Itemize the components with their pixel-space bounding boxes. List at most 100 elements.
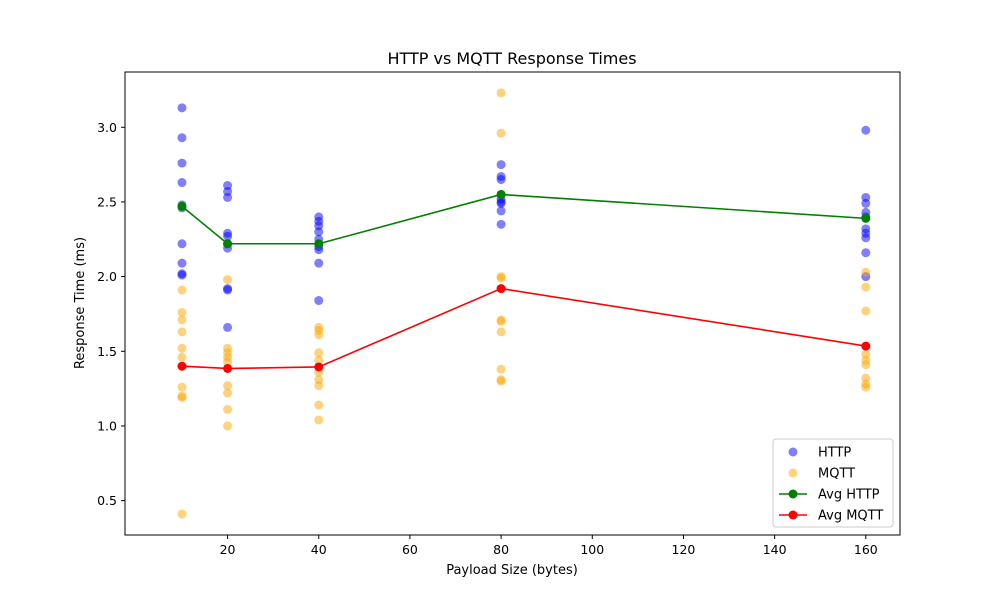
mqtt-point-47 — [861, 382, 871, 392]
x-tick-label-160: 160 — [854, 542, 878, 557]
avg-http-marker-2 — [314, 239, 324, 249]
avg-http-marker-0 — [177, 201, 187, 211]
http-point-29 — [496, 160, 506, 170]
mqtt-point-34 — [496, 316, 506, 326]
mqtt-point-27 — [314, 400, 324, 410]
http-point-9 — [177, 270, 187, 280]
mqtt-point-28 — [314, 415, 324, 425]
avg-mqtt-marker-1 — [223, 363, 233, 373]
http-point-7 — [177, 258, 187, 268]
mqtt-point-14 — [223, 357, 233, 367]
http-point-31 — [496, 175, 506, 185]
http-point-28 — [314, 296, 324, 306]
http-point-38 — [861, 125, 871, 135]
x-tick-label-140: 140 — [763, 542, 787, 557]
mqtt-point-15 — [223, 381, 233, 391]
http-point-12 — [223, 192, 233, 202]
mqtt-point-44 — [861, 360, 871, 370]
legend-label-http: HTTP — [818, 446, 851, 461]
chart-title: HTTP vs MQTT Response Times — [387, 49, 636, 68]
http-point-23 — [314, 227, 324, 237]
legend: HTTP MQTT Avg HTTP Avg MQTT — [772, 438, 894, 528]
mqtt-point-26 — [314, 381, 324, 391]
x-tick-label-60: 60 — [402, 542, 418, 557]
http-point-6 — [177, 239, 187, 249]
mqtt-point-38 — [496, 376, 506, 386]
http-point-35 — [496, 198, 506, 208]
x-axis-ticks: 20 40 60 80 100 120 140 160 — [220, 535, 878, 557]
mqtt-point-22 — [314, 348, 324, 358]
plot-area — [177, 88, 871, 519]
avg-mqtt-marker-0 — [177, 361, 187, 371]
http-point-1 — [177, 133, 187, 143]
http-point-46 — [861, 248, 871, 258]
http-point-14 — [223, 231, 233, 241]
legend-marker-mqtt — [788, 468, 798, 478]
http-point-40 — [861, 198, 871, 208]
http-point-27 — [314, 258, 324, 268]
mqtt-point-41 — [861, 306, 871, 316]
scatter-series-mqtt — [177, 88, 871, 519]
http-point-36 — [496, 206, 506, 216]
y-tick-label-4: 2.5 — [97, 194, 117, 209]
mqtt-point-35 — [496, 327, 506, 337]
mqtt-point-0 — [177, 285, 187, 295]
http-point-37 — [496, 219, 506, 229]
mqtt-point-17 — [223, 405, 233, 415]
http-point-45 — [861, 233, 871, 243]
avg-http-marker-4 — [861, 213, 871, 223]
mqtt-point-1 — [177, 307, 187, 317]
mqtt-point-6 — [177, 382, 187, 392]
mqtt-point-23 — [314, 355, 324, 365]
mqtt-point-9 — [177, 509, 187, 519]
mqtt-point-39 — [861, 267, 871, 277]
avg-http-marker-1 — [223, 239, 233, 249]
legend-marker-avg-http — [788, 489, 798, 499]
mqtt-point-30 — [496, 128, 506, 138]
http-point-3 — [177, 178, 187, 188]
y-tick-label-2: 1.5 — [97, 344, 117, 359]
y-axis-ticks: 0.5 1.0 1.5 2.0 2.5 3.0 — [97, 120, 125, 508]
avg-mqtt-marker-3 — [496, 284, 506, 294]
http-point-2 — [177, 158, 187, 168]
x-tick-label-20: 20 — [220, 542, 236, 557]
http-point-18 — [223, 285, 233, 295]
mqtt-point-16 — [223, 388, 233, 398]
mqtt-point-18 — [223, 421, 233, 431]
mqtt-point-10 — [223, 275, 233, 285]
legend-box — [772, 438, 894, 528]
avg-mqtt-marker-4 — [861, 341, 871, 351]
legend-label-mqtt: MQTT — [818, 467, 855, 482]
y-tick-label-0: 0.5 — [97, 493, 117, 508]
mqtt-point-8 — [177, 393, 187, 403]
mqtt-point-40 — [861, 282, 871, 292]
x-tick-label-120: 120 — [672, 542, 696, 557]
mqtt-point-21 — [314, 330, 324, 340]
mqtt-point-5 — [177, 352, 187, 362]
line-series-avg-mqtt — [177, 284, 871, 373]
mqtt-point-4 — [177, 343, 187, 353]
legend-label-avg-mqtt: Avg MQTT — [818, 509, 883, 524]
mqtt-point-3 — [177, 327, 187, 337]
x-tick-label-80: 80 — [493, 542, 509, 557]
avg-http-marker-3 — [496, 189, 506, 199]
http-point-19 — [223, 322, 233, 332]
x-tick-label-100: 100 — [580, 542, 604, 557]
y-tick-label-5: 3.0 — [97, 120, 117, 135]
x-tick-label-40: 40 — [311, 542, 327, 557]
legend-marker-avg-mqtt — [788, 510, 798, 520]
legend-label-avg-http: Avg HTTP — [818, 488, 880, 503]
mqtt-point-29 — [496, 88, 506, 98]
y-tick-label-1: 1.0 — [97, 418, 117, 433]
legend-marker-http — [788, 447, 798, 457]
axes-frame — [124, 71, 901, 536]
avg-mqtt-marker-2 — [314, 362, 324, 372]
mqtt-point-32 — [496, 273, 506, 283]
y-tick-label-3: 2.0 — [97, 269, 117, 284]
mqtt-point-2 — [177, 315, 187, 325]
mqtt-point-36 — [496, 364, 506, 374]
x-axis-label: Payload Size (bytes) — [446, 563, 578, 578]
http-point-0 — [177, 103, 187, 113]
line-series-avg-http — [177, 189, 871, 249]
